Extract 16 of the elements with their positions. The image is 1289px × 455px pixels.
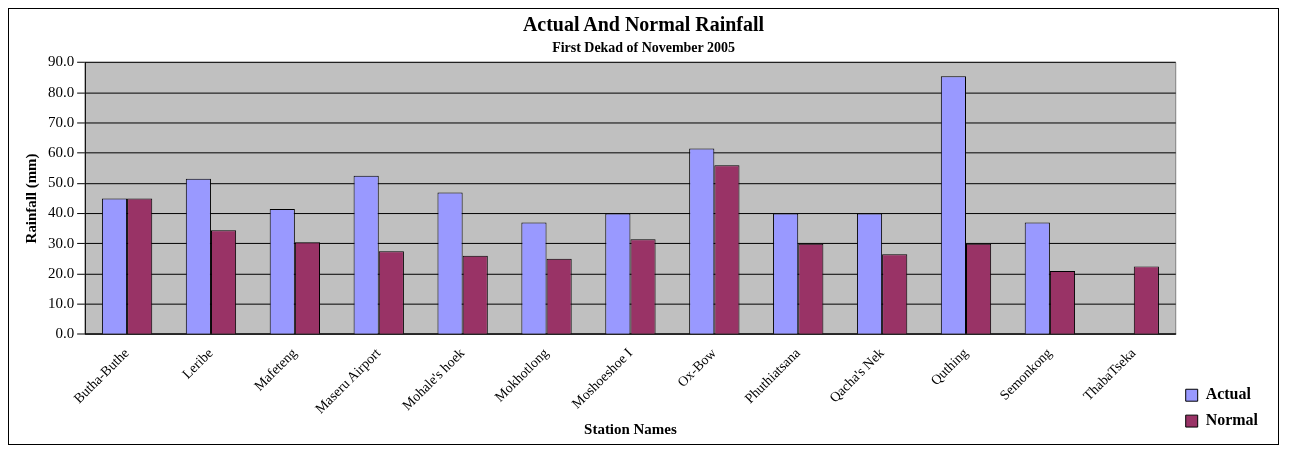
- y-tick-label: 30.0: [47, 234, 75, 251]
- legend-label: Actual: [1205, 385, 1252, 403]
- y-tick-label: 80.0: [47, 83, 75, 100]
- chart-title: Actual And Normal Rainfall: [522, 13, 765, 36]
- y-tick-label: 40.0: [47, 204, 75, 221]
- y-tick-label: 60.0: [47, 144, 75, 161]
- y-tick-label: 20.0: [47, 264, 75, 281]
- y-tick-label: 70.0: [47, 113, 75, 130]
- y-tick-label: 90.0: [47, 53, 75, 70]
- y-axis-title: Rainfall (mm): [22, 153, 40, 244]
- y-tick-label: 50.0: [47, 174, 75, 191]
- y-tick-label: 10.0: [47, 295, 75, 312]
- x-axis-title: Station Names: [584, 420, 677, 437]
- legend-label: Normal: [1205, 411, 1259, 429]
- y-tick-label: 0.0: [55, 325, 75, 342]
- chart-subtitle: First Dekad of November 2005: [552, 39, 735, 55]
